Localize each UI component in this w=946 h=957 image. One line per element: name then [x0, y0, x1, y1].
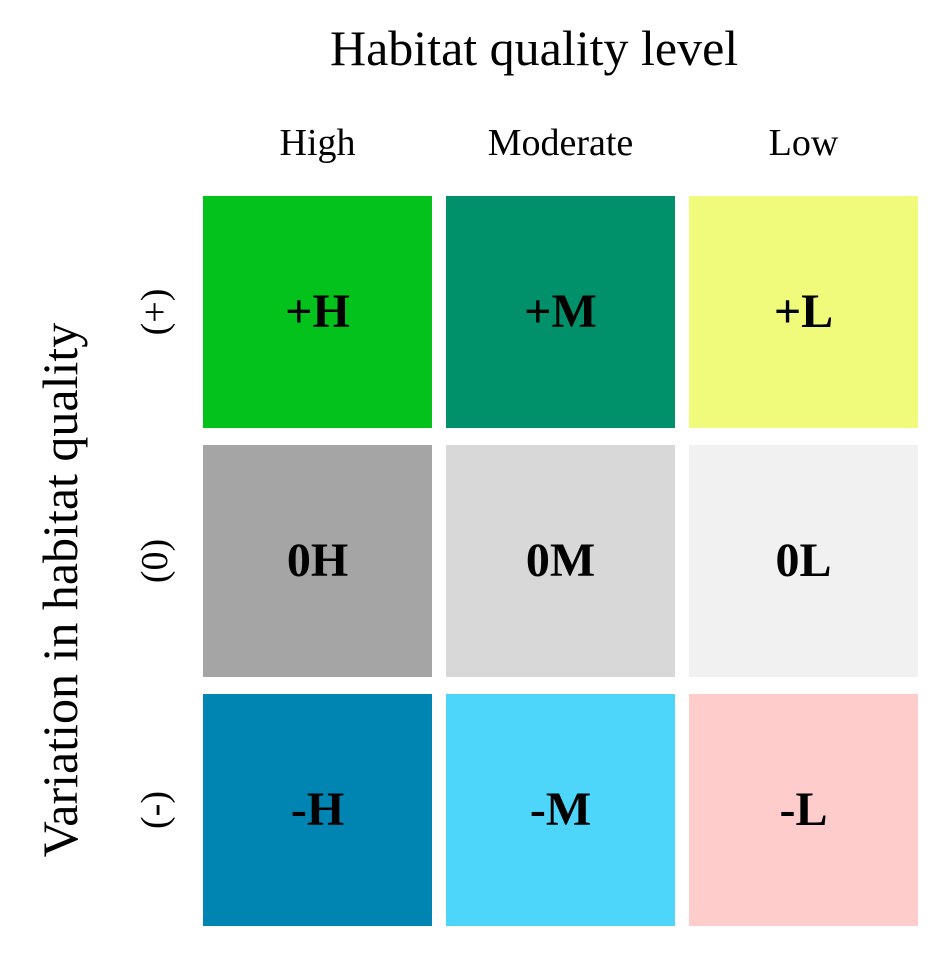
- cell-zero-high: 0H: [203, 445, 432, 677]
- cell-plus-high: +H: [203, 196, 432, 428]
- row-header-negative-label: (-): [134, 791, 176, 829]
- cell-minus-high-label: -H: [290, 783, 345, 836]
- cell-minus-high: -H: [203, 694, 432, 926]
- cell-zero-low: 0L: [689, 445, 918, 677]
- cell-zero-moderate: 0M: [446, 445, 675, 677]
- cell-plus-moderate: +M: [446, 196, 675, 428]
- cell-minus-moderate: -M: [446, 694, 675, 926]
- cell-zero-low-label: 0L: [775, 534, 832, 587]
- row-header-zero-label: (0): [134, 538, 176, 584]
- cell-plus-moderate-label: +M: [524, 285, 597, 338]
- row-axis-title-text: Variation in habitat quality: [32, 322, 88, 858]
- column-header-low: Low: [768, 122, 839, 164]
- cell-zero-high-label: 0H: [286, 534, 349, 587]
- cell-plus-low: +L: [689, 196, 918, 428]
- column-header-moderate: Moderate: [487, 122, 634, 164]
- matrix-grid: +H +M +L 0H 0M 0L -H -M -L: [203, 196, 919, 926]
- cell-minus-moderate-label: -M: [529, 783, 592, 836]
- column-header-high: High: [279, 122, 356, 164]
- cell-zero-moderate-label: 0M: [525, 534, 596, 587]
- cell-minus-low: -L: [689, 694, 918, 926]
- column-axis-title: Habitat quality level: [330, 20, 739, 76]
- cell-plus-low-label: +L: [773, 285, 834, 338]
- cell-plus-high-label: +H: [285, 285, 350, 338]
- row-header-positive-label: (+): [134, 288, 176, 336]
- cell-minus-low-label: -L: [779, 783, 828, 836]
